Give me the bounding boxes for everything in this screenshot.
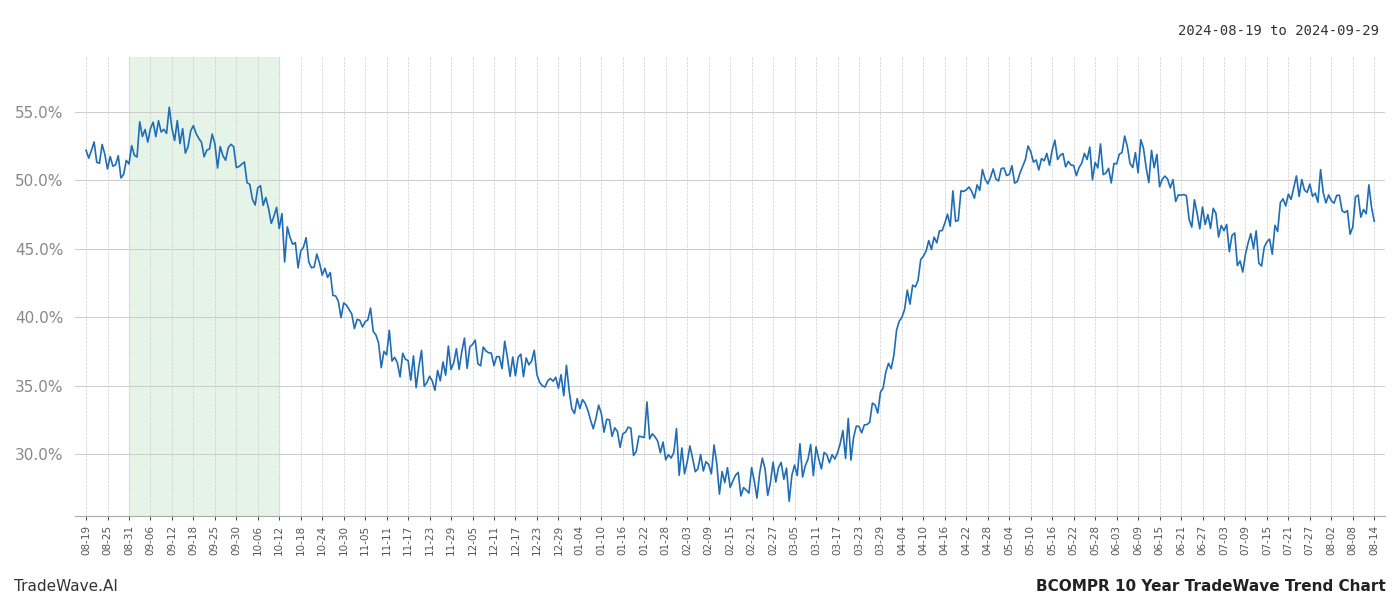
Bar (129, 57, 279, 516)
Text: 2024-08-19 to 2024-09-29: 2024-08-19 to 2024-09-29 (1177, 24, 1379, 38)
Text: BCOMPR 10 Year TradeWave Trend Chart: BCOMPR 10 Year TradeWave Trend Chart (1036, 579, 1386, 594)
Text: TradeWave.AI: TradeWave.AI (14, 579, 118, 594)
